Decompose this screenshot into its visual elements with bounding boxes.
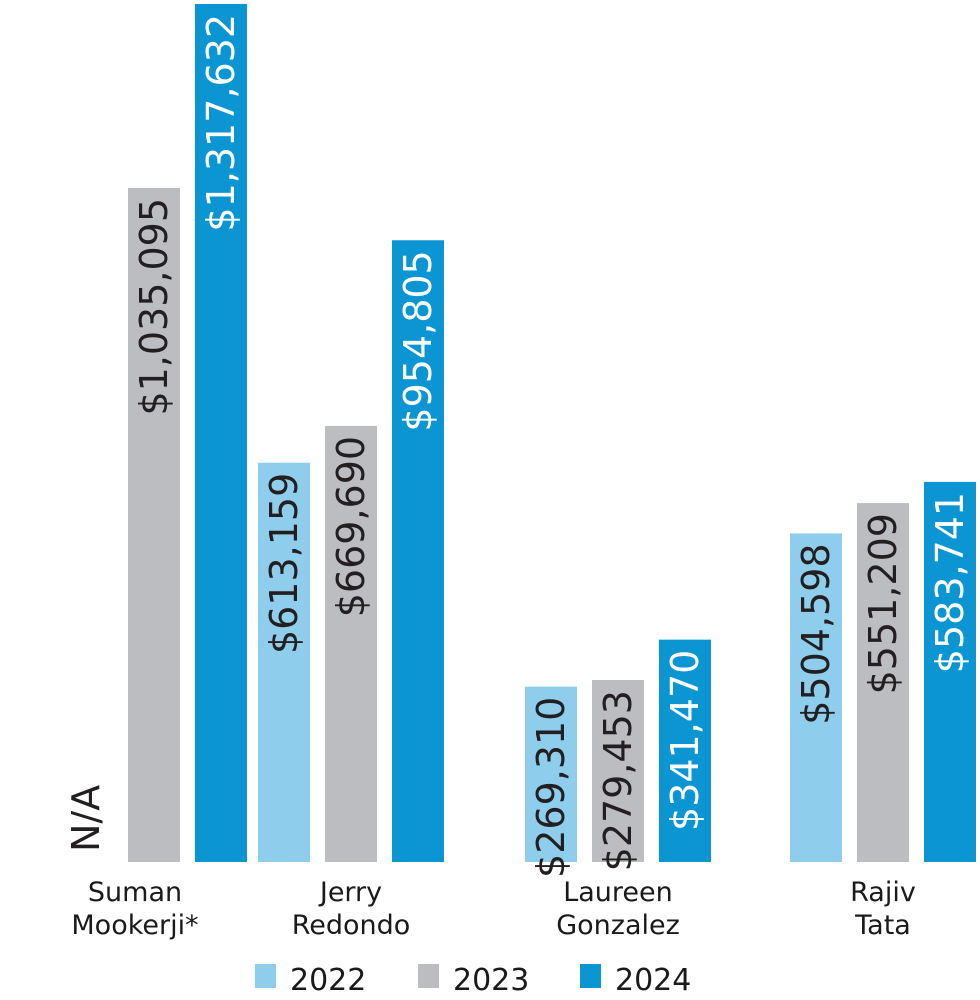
bar-2022: [525, 686, 577, 862]
bar-2024: [659, 639, 711, 862]
bar-value-label: $279,453: [596, 690, 640, 871]
legend-swatch-2022: [255, 964, 276, 988]
category-label: Suman: [88, 877, 182, 908]
bar-value-label: $1,035,095: [132, 198, 176, 416]
bar-value-label: $954,805: [396, 250, 440, 431]
bar-2024: [195, 4, 247, 862]
na-label: N/A: [64, 785, 108, 852]
category-label: Gonzalez: [556, 910, 680, 941]
category-label: Mookerji*: [71, 910, 198, 941]
bar-value-label: $1,317,632: [199, 14, 243, 232]
bar-2024: [924, 481, 976, 862]
legend-label-2024: 2024: [615, 963, 691, 998]
bar-2022: [790, 533, 842, 862]
bar-value-label: $269,310: [529, 697, 573, 878]
category-label: Redondo: [292, 910, 411, 941]
legend-swatch-2023: [418, 964, 439, 988]
bar-value-label: $551,209: [861, 513, 905, 694]
bar-value-label: $341,470: [663, 650, 707, 831]
bar-2022: [258, 462, 310, 862]
category-label: Laureen: [563, 877, 673, 908]
bar-2023: [592, 680, 644, 862]
category-label: Jerry: [318, 877, 382, 908]
bar-2023: [857, 503, 909, 862]
bar-2024: [392, 240, 444, 863]
bar-value-label: $669,690: [329, 436, 373, 617]
legend-label-2023: 2023: [453, 963, 529, 998]
bar-value-label: $613,159: [262, 473, 306, 654]
legend-swatch-2024: [580, 964, 601, 988]
bar-value-label: $504,598: [794, 543, 838, 724]
category-label: Tata: [854, 910, 911, 941]
bar-2023: [325, 425, 377, 862]
bar-value-label: $583,741: [928, 492, 972, 673]
category-label: Rajiv: [850, 877, 916, 908]
bar-2023: [128, 187, 180, 862]
legend-label-2022: 2022: [290, 963, 366, 998]
